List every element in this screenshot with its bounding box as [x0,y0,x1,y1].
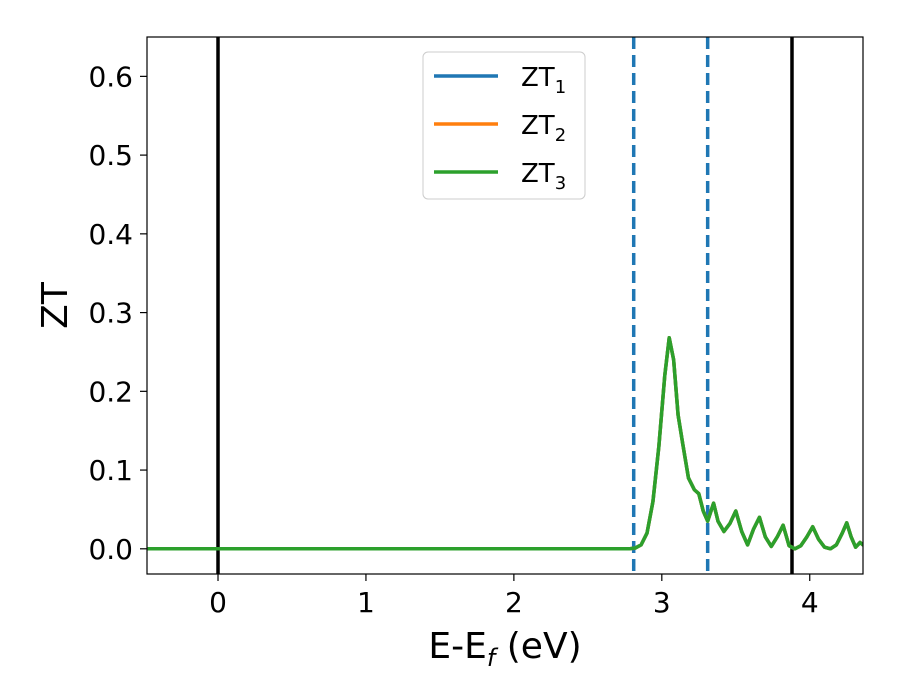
x-tick-label: 2 [505,586,523,619]
x-axis: 0 1 2 3 4 [209,574,819,619]
reference-lines [216,37,794,574]
y-tick-label: 0.3 [88,297,133,330]
x-tick-label: 4 [801,586,819,619]
y-tick-label: 0.4 [88,218,133,251]
legend-label-3: ZT3 [521,159,566,194]
legend: ZT1 ZT2 ZT3 [422,51,586,200]
y-tick-label: 0.5 [88,139,133,172]
series-line-1 [147,336,863,551]
x-axis-title-main: E-E [428,626,486,667]
y-tick-label: 0.2 [88,375,133,408]
legend-box [422,51,586,200]
y-axis-title: ZT [35,281,76,329]
y-tick-label: 0.1 [88,454,133,487]
series-lines [147,336,863,551]
x-tick-label: 0 [209,586,227,619]
plot-frame [146,36,864,575]
x-tick-label: 1 [357,586,375,619]
y-tick-label: 0.6 [88,60,133,93]
y-axis: 0.0 0.1 0.2 0.3 0.4 0.5 0.6 [88,60,147,566]
y-tick-label: 0.0 [88,533,133,566]
legend-label-1: ZT1 [521,63,566,98]
x-axis-title-unit: (eV) [495,626,581,667]
series-line-2 [147,336,863,551]
series-line-3 [147,336,863,551]
x-axis-title: E-Ef (eV) [428,626,581,672]
legend-label-2: ZT2 [521,111,566,146]
x-tick-label: 3 [653,586,671,619]
